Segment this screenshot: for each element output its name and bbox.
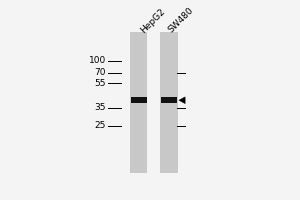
Text: 100: 100	[89, 56, 106, 65]
Text: 70: 70	[94, 68, 106, 77]
Bar	[160, 32, 178, 173]
Bar	[130, 32, 147, 173]
Bar	[161, 97, 177, 103]
Text: SW480: SW480	[167, 6, 195, 35]
Text: 35: 35	[94, 103, 106, 112]
Polygon shape	[179, 97, 185, 104]
Text: 55: 55	[94, 79, 106, 88]
Text: 25: 25	[95, 121, 106, 130]
Bar	[130, 97, 147, 103]
Text: HepG2: HepG2	[139, 7, 167, 35]
